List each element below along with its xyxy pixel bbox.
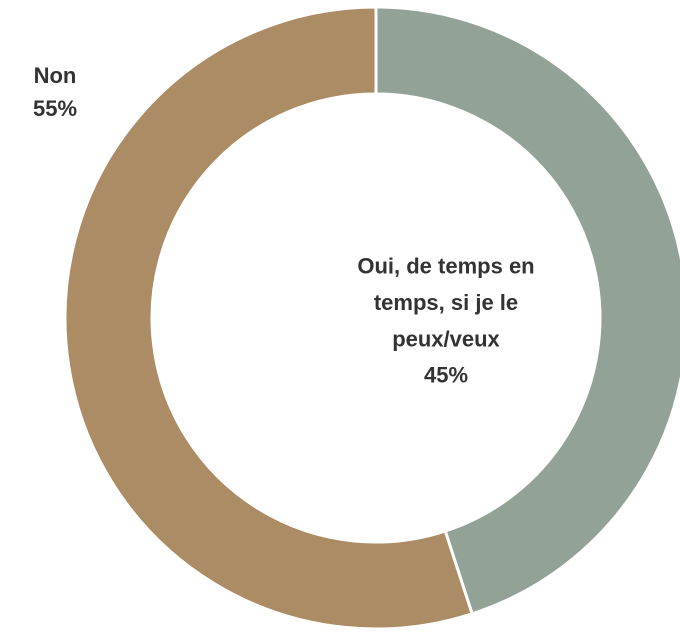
slice-label: Oui, de temps en temps, si je le peux/veux (357, 253, 534, 351)
donut-slice (63, 5, 474, 631)
slice-value-label: 55% (33, 96, 77, 121)
donut-slice (374, 5, 680, 616)
slice-value-label: 45% (424, 363, 468, 388)
slice-label: Non (34, 63, 77, 88)
